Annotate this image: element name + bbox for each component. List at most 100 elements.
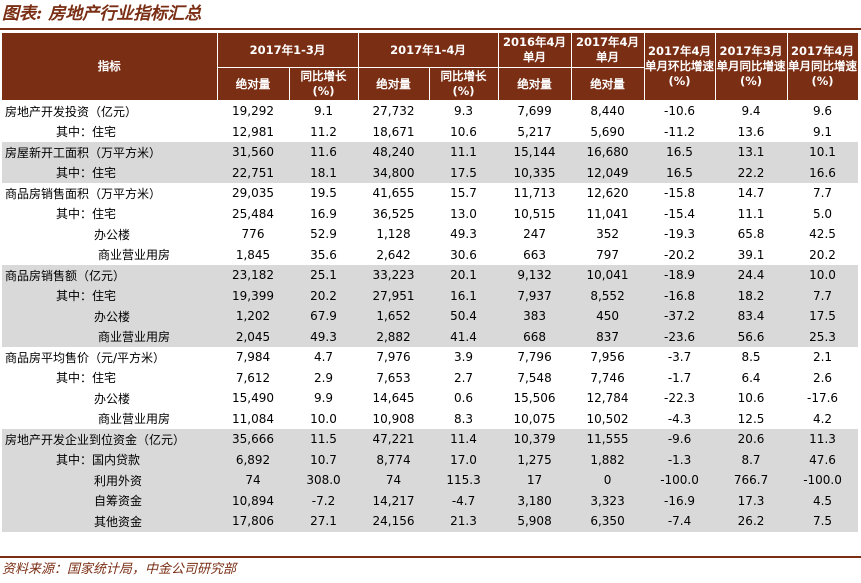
table-cell: 15,144 bbox=[498, 142, 572, 163]
table-cell: 12.5 bbox=[737, 411, 765, 426]
table-cell: 766.7 bbox=[715, 470, 788, 491]
table-cell: 8.3 bbox=[453, 411, 474, 426]
table-cell: 352 bbox=[596, 227, 619, 242]
table-cell: 12,981 bbox=[232, 124, 274, 139]
table-cell: 5,690 bbox=[590, 124, 625, 139]
table-cell: 13.0 bbox=[450, 206, 477, 221]
table-cell: 15.7 bbox=[450, 186, 477, 201]
table-cell: 22.2 bbox=[715, 162, 788, 183]
table-cell: 35.6 bbox=[310, 247, 337, 262]
table-cell: 11.4 bbox=[429, 429, 499, 450]
table-cell: 10,515 bbox=[513, 206, 556, 221]
table-row: 房屋新开工面积（万平方米） 31,560 11.6 48,240 11.1 15,144 1… bbox=[2, 142, 859, 163]
table-cell: -17.6 bbox=[807, 391, 839, 406]
table-row: 其中：住宅 19,399 20.2 27,951 16.1 7,937 8,552 -16.8… bbox=[2, 285, 859, 306]
table-cell: 14,217 bbox=[358, 490, 430, 511]
table-cell: 20.1 bbox=[429, 265, 499, 286]
table-cell: 17.3 bbox=[715, 490, 788, 511]
table-cell: 10,908 bbox=[372, 411, 415, 426]
row-label: 其中：住宅 bbox=[2, 285, 217, 306]
table-cell: 10,894 bbox=[217, 490, 289, 511]
table-cell: 663 bbox=[523, 247, 546, 262]
table-cell: 10.7 bbox=[289, 449, 359, 470]
source-note: 资料来源：国家统计局，中金公司研究部 bbox=[0, 556, 861, 583]
table-cell: 74 bbox=[217, 470, 289, 491]
header-indicator: 指标 bbox=[2, 33, 218, 101]
table-cell: 5.0 bbox=[812, 206, 833, 221]
table-cell: 3.9 bbox=[453, 350, 474, 365]
table-cell: 35,666 bbox=[217, 429, 289, 450]
table-cell: 11.6 bbox=[289, 142, 359, 163]
row-label: 商业营业用房 bbox=[98, 412, 171, 427]
table-row: 办公楼 776 52.9 1,128 49.3 247 352 -19.3 65.8 42.5 bbox=[2, 224, 858, 245]
row-label: 商品房销售面积（万平方米） bbox=[5, 186, 162, 201]
table-cell: -9.6 bbox=[644, 429, 716, 450]
table-cell: 4.2 bbox=[812, 411, 833, 426]
table-cell: 5,217 bbox=[517, 124, 552, 139]
table-cell: 26.2 bbox=[715, 511, 788, 532]
table-cell: 34,800 bbox=[358, 162, 430, 183]
table-cell: 7,956 bbox=[590, 350, 625, 365]
table-cell: 10,041 bbox=[571, 265, 645, 286]
table-cell: 2,642 bbox=[376, 247, 411, 262]
table-cell: 13.1 bbox=[715, 142, 788, 163]
table-row: 商业营业用房 1,845 35.6 2,642 30.6 663 797 -20.2 39.1 2… bbox=[2, 245, 858, 266]
header-yoy: 同比增长(%) bbox=[289, 67, 359, 101]
table-row: 自筹资金 10,894 -7.2 14,217 -4.7 3,180 3,323 -16.9 1… bbox=[2, 490, 859, 511]
table-cell: 9.1 bbox=[313, 104, 334, 119]
table-cell: 41.4 bbox=[429, 326, 499, 347]
table-row: 办公楼 15,490 9.9 14,645 0.6 15,506 12,784 -22.3 10… bbox=[2, 388, 858, 409]
table-cell: 8.5 bbox=[741, 350, 761, 365]
table-cell: 10.0 bbox=[787, 265, 859, 286]
table-cell: 11.1 bbox=[429, 142, 499, 163]
table-cell: 15,490 bbox=[232, 391, 274, 406]
table-cell: 247 bbox=[523, 227, 546, 242]
table-cell: 16,680 bbox=[571, 142, 645, 163]
row-label: 其中：住宅 bbox=[56, 125, 117, 140]
table-cell: 41,655 bbox=[372, 186, 415, 201]
table-cell: 19,399 bbox=[217, 285, 289, 306]
table-cell: 9.3 bbox=[453, 104, 474, 119]
table-cell: 1,275 bbox=[498, 449, 572, 470]
table-cell: -16.9 bbox=[644, 490, 716, 511]
table-cell: 11,084 bbox=[232, 411, 274, 426]
table-row: 办公楼 1,202 67.9 1,652 50.4 383 450 -37.2 83.4 17.5 bbox=[2, 306, 859, 327]
table-cell: 383 bbox=[498, 306, 572, 327]
table-cell: 30.6 bbox=[450, 247, 477, 262]
table-cell: 7,746 bbox=[590, 370, 625, 385]
table-cell: -11.2 bbox=[664, 124, 696, 139]
table-row: 房地产开发投资（亿元） 19,292 9.1 27,732 9.3 7,699 8,440 -… bbox=[2, 101, 858, 122]
table-cell: -20.2 bbox=[664, 247, 696, 262]
table-cell: 29,035 bbox=[232, 186, 274, 201]
table-cell: 20.2 bbox=[809, 247, 836, 262]
table-cell: 9.6 bbox=[812, 104, 833, 119]
table-row: 其他资金 17,806 27.1 24,156 21.3 5,908 6,350 -7.4 26… bbox=[2, 511, 859, 532]
table-cell: 308.0 bbox=[289, 470, 359, 491]
table-cell: 10.1 bbox=[787, 142, 859, 163]
table-cell: 1,882 bbox=[571, 449, 645, 470]
table-cell: 7.7 bbox=[812, 186, 833, 201]
table-cell: 16.5 bbox=[644, 162, 716, 183]
table-cell: -19.3 bbox=[664, 227, 696, 242]
table-cell: 42.5 bbox=[809, 227, 836, 242]
table-cell: 17,806 bbox=[217, 511, 289, 532]
header-2017-jan-apr: 2017年1-4月 bbox=[358, 33, 499, 68]
header-absolute: 绝对量 bbox=[358, 67, 430, 101]
table-row: 商品房销售额（亿元） 23,182 25.1 33,223 20.1 9,132 10,04… bbox=[2, 265, 859, 286]
table-cell: 1,845 bbox=[235, 247, 271, 262]
table-cell: 18,671 bbox=[372, 124, 415, 139]
table-cell: 115.3 bbox=[429, 470, 499, 491]
header-mar-yoy-growth: 2017年3月单月同比增速(%) bbox=[715, 33, 788, 101]
table-cell: 22,751 bbox=[217, 162, 289, 183]
table-row: 商品房销售面积（万平方米） 29,035 19.5 41,655 15.7 11,713 1… bbox=[2, 183, 858, 204]
table-cell: -16.8 bbox=[644, 285, 716, 306]
row-label: 利用外资 bbox=[2, 470, 217, 491]
table-row: 商业营业用房 11,084 10.0 10,908 8.3 10,075 10,502 -4.… bbox=[2, 409, 858, 430]
table-cell: 24,156 bbox=[358, 511, 430, 532]
table-cell: 18.1 bbox=[289, 162, 359, 183]
table-cell: -23.6 bbox=[644, 326, 716, 347]
table-cell: 52.9 bbox=[310, 227, 337, 242]
table-cell: 47.6 bbox=[787, 449, 859, 470]
table-cell: 450 bbox=[571, 306, 645, 327]
table-cell: 9.4 bbox=[741, 104, 761, 119]
